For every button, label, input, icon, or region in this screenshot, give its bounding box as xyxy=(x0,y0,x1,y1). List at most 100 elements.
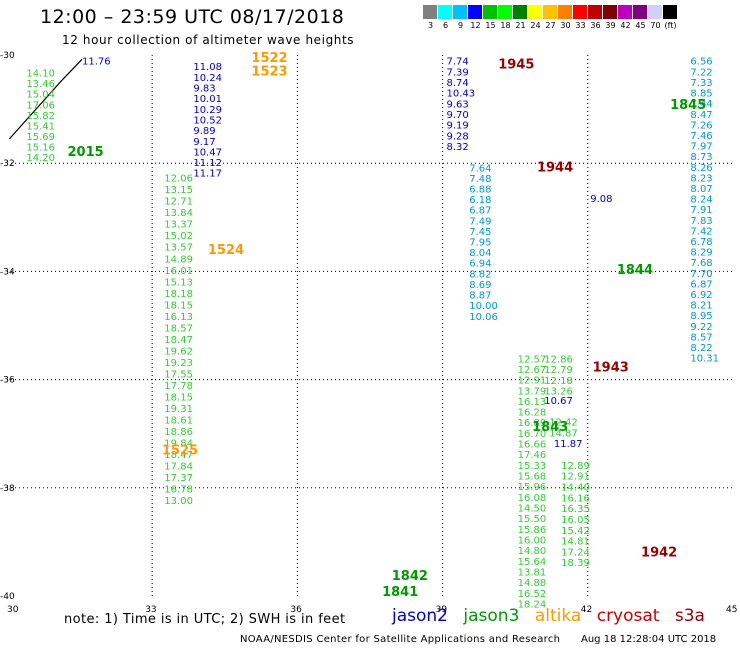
wave-height-value: 10.29 xyxy=(193,105,222,116)
wave-height-value: 17.06 xyxy=(26,100,55,111)
wave-height-value: 7.95 xyxy=(469,238,491,249)
color-scale-label: 3 xyxy=(427,21,434,30)
satellite-legend: jason2 jason3 altika cryosat s3a xyxy=(392,606,715,626)
wave-height-value: 7.26 xyxy=(690,120,712,131)
wave-height-value: 14.87 xyxy=(549,428,578,439)
footer-note: note: 1) Time is in UTC; 2) SWH is in fe… xyxy=(64,612,346,627)
wave-height-value: 13.00 xyxy=(164,496,193,507)
wave-height-value: 15.96 xyxy=(518,482,547,493)
wave-height-value: 12.67 xyxy=(518,365,547,376)
wave-height-value: 7.22 xyxy=(690,67,712,78)
wave-height-value: 15.82 xyxy=(26,111,55,122)
wave-height-value: 13.15 xyxy=(164,185,193,196)
coastline-line xyxy=(8,58,83,140)
wave-height-value: 8.07 xyxy=(690,184,712,195)
wave-height-value: 12.86 xyxy=(544,354,573,365)
wave-height-value: 11.76 xyxy=(82,57,111,68)
wave-height-value: 17.78 xyxy=(164,381,193,392)
wave-height-value: 7.49 xyxy=(469,216,491,227)
wave-height-value: 16.05 xyxy=(561,515,590,526)
legend-altika: altika xyxy=(534,606,582,626)
wave-height-value: 15.50 xyxy=(518,514,547,525)
wave-height-value: 7.83 xyxy=(690,216,712,227)
wave-height-value: 7.91 xyxy=(690,205,712,216)
wave-height-value: 6.18 xyxy=(469,195,491,206)
wave-height-value: 7.39 xyxy=(446,67,468,78)
page-subtitle: 12 hour collection of altimeter wave hei… xyxy=(62,33,355,47)
wave-height-value: 16.00 xyxy=(518,535,547,546)
color-scale-labels: 3 6 9 12 15 18 21 24 27 30 33 36 39 42 45 70 (ft) xyxy=(423,21,678,30)
wave-height-value: 10.43 xyxy=(446,89,475,100)
lon-tick-label: 36 xyxy=(290,605,302,615)
color-scale-cell xyxy=(528,5,543,19)
wave-height-value: 12.42 xyxy=(549,418,578,429)
color-scale-cell xyxy=(438,5,453,19)
wave-height-value: 13.26 xyxy=(544,387,573,398)
wave-height-value: 14.80 xyxy=(518,546,547,557)
wave-height-value: 7.46 xyxy=(690,131,712,142)
color-scale-cell xyxy=(603,5,618,19)
wave-height-value: 11.17 xyxy=(193,169,222,180)
wave-height-value: 19.31 xyxy=(164,404,193,415)
wave-height-value: 19.62 xyxy=(164,346,193,357)
wave-height-value: 16.52 xyxy=(518,589,547,600)
lat-tick-label: -36 xyxy=(0,376,15,386)
wave-height-value: 6.78 xyxy=(690,237,712,248)
pass-time-label: 1522 xyxy=(251,51,287,66)
wave-height-value: 18.39 xyxy=(561,558,590,569)
wave-height-value: 9.17 xyxy=(193,137,215,148)
pass-time-label: 1523 xyxy=(251,65,287,80)
wave-height-value: 8.47 xyxy=(690,110,712,121)
wave-height-value: 9.83 xyxy=(193,83,215,94)
color-scale-cell xyxy=(588,5,603,19)
wave-height-value: 14.40 xyxy=(561,483,590,494)
lon-tick-label: 30 xyxy=(7,605,19,615)
wave-height-value: 16.01 xyxy=(164,266,193,277)
wave-height-value: 9.22 xyxy=(690,322,712,333)
wave-height-value: 16.08 xyxy=(518,493,547,504)
wave-height-value: 18.24 xyxy=(518,599,547,610)
wave-height-value: 12.18 xyxy=(544,376,573,387)
wave-height-value: 6.56 xyxy=(690,57,712,68)
wave-height-value: 8.74 xyxy=(446,78,468,89)
wave-height-value: 8.21 xyxy=(690,301,712,312)
pass-time-label: 1525 xyxy=(162,443,198,458)
wave-height-value: 17.55 xyxy=(164,369,193,380)
wave-height-value: 7.74 xyxy=(446,57,468,68)
wave-height-value: 16.13 xyxy=(518,397,547,408)
wave-height-value: 9.63 xyxy=(446,99,468,110)
wave-height-value: 18.18 xyxy=(164,289,193,300)
wave-height-value: 8.23 xyxy=(690,173,712,184)
color-scale-label: 27 xyxy=(545,21,556,30)
wave-height-value: 10.52 xyxy=(193,115,222,126)
wave-height-value: 19.84 xyxy=(164,439,193,450)
color-scale-label: 33 xyxy=(575,21,586,30)
wave-height-value: 14.81 xyxy=(561,537,590,548)
wave-height-value: 7.68 xyxy=(690,258,712,269)
lon-tick-label: 42 xyxy=(581,605,592,615)
wave-height-points: 11.76 14.1013.4615.0417.0615.8215.4115.69… xyxy=(26,57,719,611)
wave-height-value: 12.57 xyxy=(518,354,547,365)
lat-tick-label: -38 xyxy=(0,484,15,494)
wave-height-value: 8.85 xyxy=(690,89,712,100)
legend-cryosat: cryosat xyxy=(596,606,660,626)
legend-jason3: jason3 xyxy=(463,606,520,626)
color-scale-label: 21 xyxy=(515,21,526,30)
color-scale-cell xyxy=(468,5,483,19)
pass-time-label: 1943 xyxy=(593,360,629,375)
wave-height-value: 13.46 xyxy=(26,79,55,90)
wave-height-value: 12.89 xyxy=(561,461,590,472)
wave-height-value: 16.28 xyxy=(518,408,547,419)
color-scale-cell xyxy=(543,5,558,19)
color-scale-label: 24 xyxy=(530,21,541,30)
wave-height-value: 8.26 xyxy=(690,163,712,174)
wave-height-value: 7.42 xyxy=(690,226,712,237)
wave-height-value: 12.91 xyxy=(518,376,547,387)
wave-height-value: 8.73 xyxy=(690,152,712,163)
color-scale-cell xyxy=(498,5,513,19)
wave-height-value: 17.37 xyxy=(164,473,193,484)
color-scale-cell xyxy=(423,5,438,19)
lat-tick-label: -32 xyxy=(0,159,15,169)
wave-height-value: 8.95 xyxy=(690,311,712,322)
